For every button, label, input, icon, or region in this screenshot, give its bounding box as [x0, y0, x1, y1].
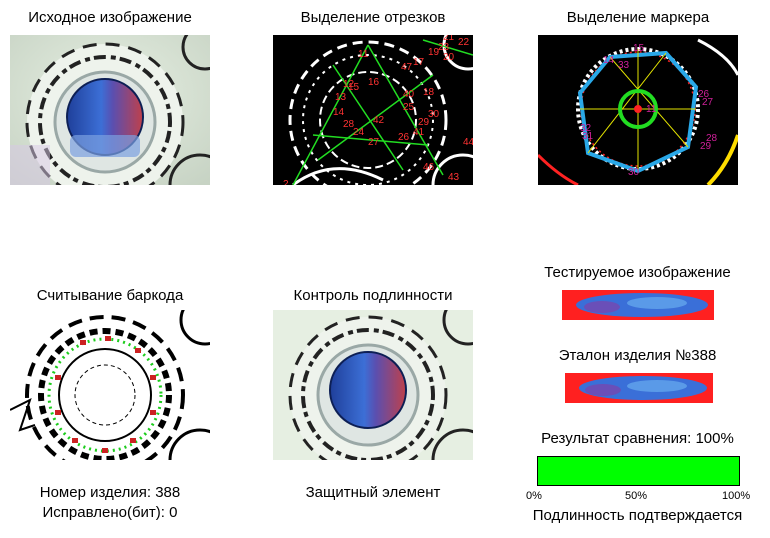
marker-label: 11 — [646, 104, 657, 115]
segment-label: 24 — [353, 127, 365, 138]
marker-label: 14 — [603, 55, 615, 66]
segment-label: 13 — [335, 92, 347, 103]
segment-label: 26 — [398, 132, 410, 143]
segment-label: 18 — [423, 87, 435, 98]
segment-label: 21 — [443, 35, 455, 43]
segment-label: 47 — [401, 62, 413, 73]
verdict-text: Подлинность подтверждается — [532, 507, 743, 524]
marker-label: 15 — [633, 43, 645, 54]
tested-image-label: Тестируемое изображение — [544, 264, 731, 281]
segment-label: 17 — [413, 57, 425, 68]
comparison-progress-bar — [537, 456, 740, 486]
segment-label: 27 — [368, 137, 380, 148]
authenticity-image — [273, 310, 473, 460]
barcode-image — [10, 310, 210, 460]
original-image — [10, 35, 210, 185]
scale-0: 0% — [526, 490, 542, 502]
segments-panel: 2 11 12 13 14 15 16 17 18 19 20 21 22 23 24 25 26 27 28 29 3… — [273, 35, 473, 185]
reference-image-strip — [565, 373, 713, 403]
barcode-title: Считывание баркода — [36, 287, 184, 304]
segment-label: 14 — [333, 107, 345, 118]
marker-label: 27 — [702, 97, 714, 108]
authenticity-panel — [273, 310, 473, 460]
segment-label: 43 — [448, 172, 460, 183]
segments-title: Выделение отрезков — [300, 9, 446, 26]
marker-label: 28 — [706, 133, 718, 144]
segment-label: 16 — [368, 77, 380, 88]
original-image-title: Исходное изображение — [28, 9, 192, 26]
segment-label: 42 — [373, 115, 385, 126]
marker-label: 33 — [618, 60, 630, 71]
item-number-text: Номер изделия: 388 — [39, 484, 181, 501]
corrected-bits-text: Исправлено(бит): 0 — [42, 504, 178, 521]
segment-label: 30 — [428, 109, 440, 120]
segment-label: 46 — [423, 162, 435, 173]
segment-label: 2 — [283, 179, 289, 185]
segment-label: 40 — [403, 89, 415, 100]
scale-100: 100% — [722, 490, 751, 502]
segment-label: 44 — [463, 137, 473, 148]
marker-label: 26 — [698, 89, 710, 100]
segment-label: 20 — [443, 52, 455, 63]
segment-label: 29 — [418, 117, 430, 128]
segment-label: 41 — [413, 127, 425, 138]
marker-title: Выделение маркера — [566, 9, 710, 26]
scale-50: 50% — [625, 490, 648, 502]
segment-label: 19 — [428, 47, 440, 58]
original-image-panel — [10, 35, 210, 185]
segment-label: 15 — [348, 82, 360, 93]
segment-label: 25 — [403, 102, 415, 113]
security-element-caption: Защитный элемент — [305, 484, 441, 501]
segment-label: 28 — [343, 119, 355, 130]
segment-label: 22 — [458, 37, 470, 48]
marker-label: 32 — [580, 123, 592, 134]
segment-label: 11 — [358, 49, 369, 60]
barcode-panel — [10, 310, 210, 460]
comparison-progress-fill — [538, 457, 739, 485]
marker-label: 30 — [628, 167, 640, 178]
marker-panel: 11 14 15 26 27 28 29 30 31 32 33 — [538, 35, 738, 185]
segment-label: 12 — [343, 79, 355, 90]
comparison-result-label: Результат сравнения: 100% — [541, 430, 734, 447]
marker-label: 31 — [582, 131, 594, 142]
marker-label: 29 — [700, 141, 712, 152]
segment-label: 23 — [438, 42, 450, 53]
authenticity-title: Контроль подлинности — [293, 287, 453, 304]
tested-image-strip — [562, 290, 714, 320]
reference-label: Эталон изделия №388 — [558, 347, 717, 364]
